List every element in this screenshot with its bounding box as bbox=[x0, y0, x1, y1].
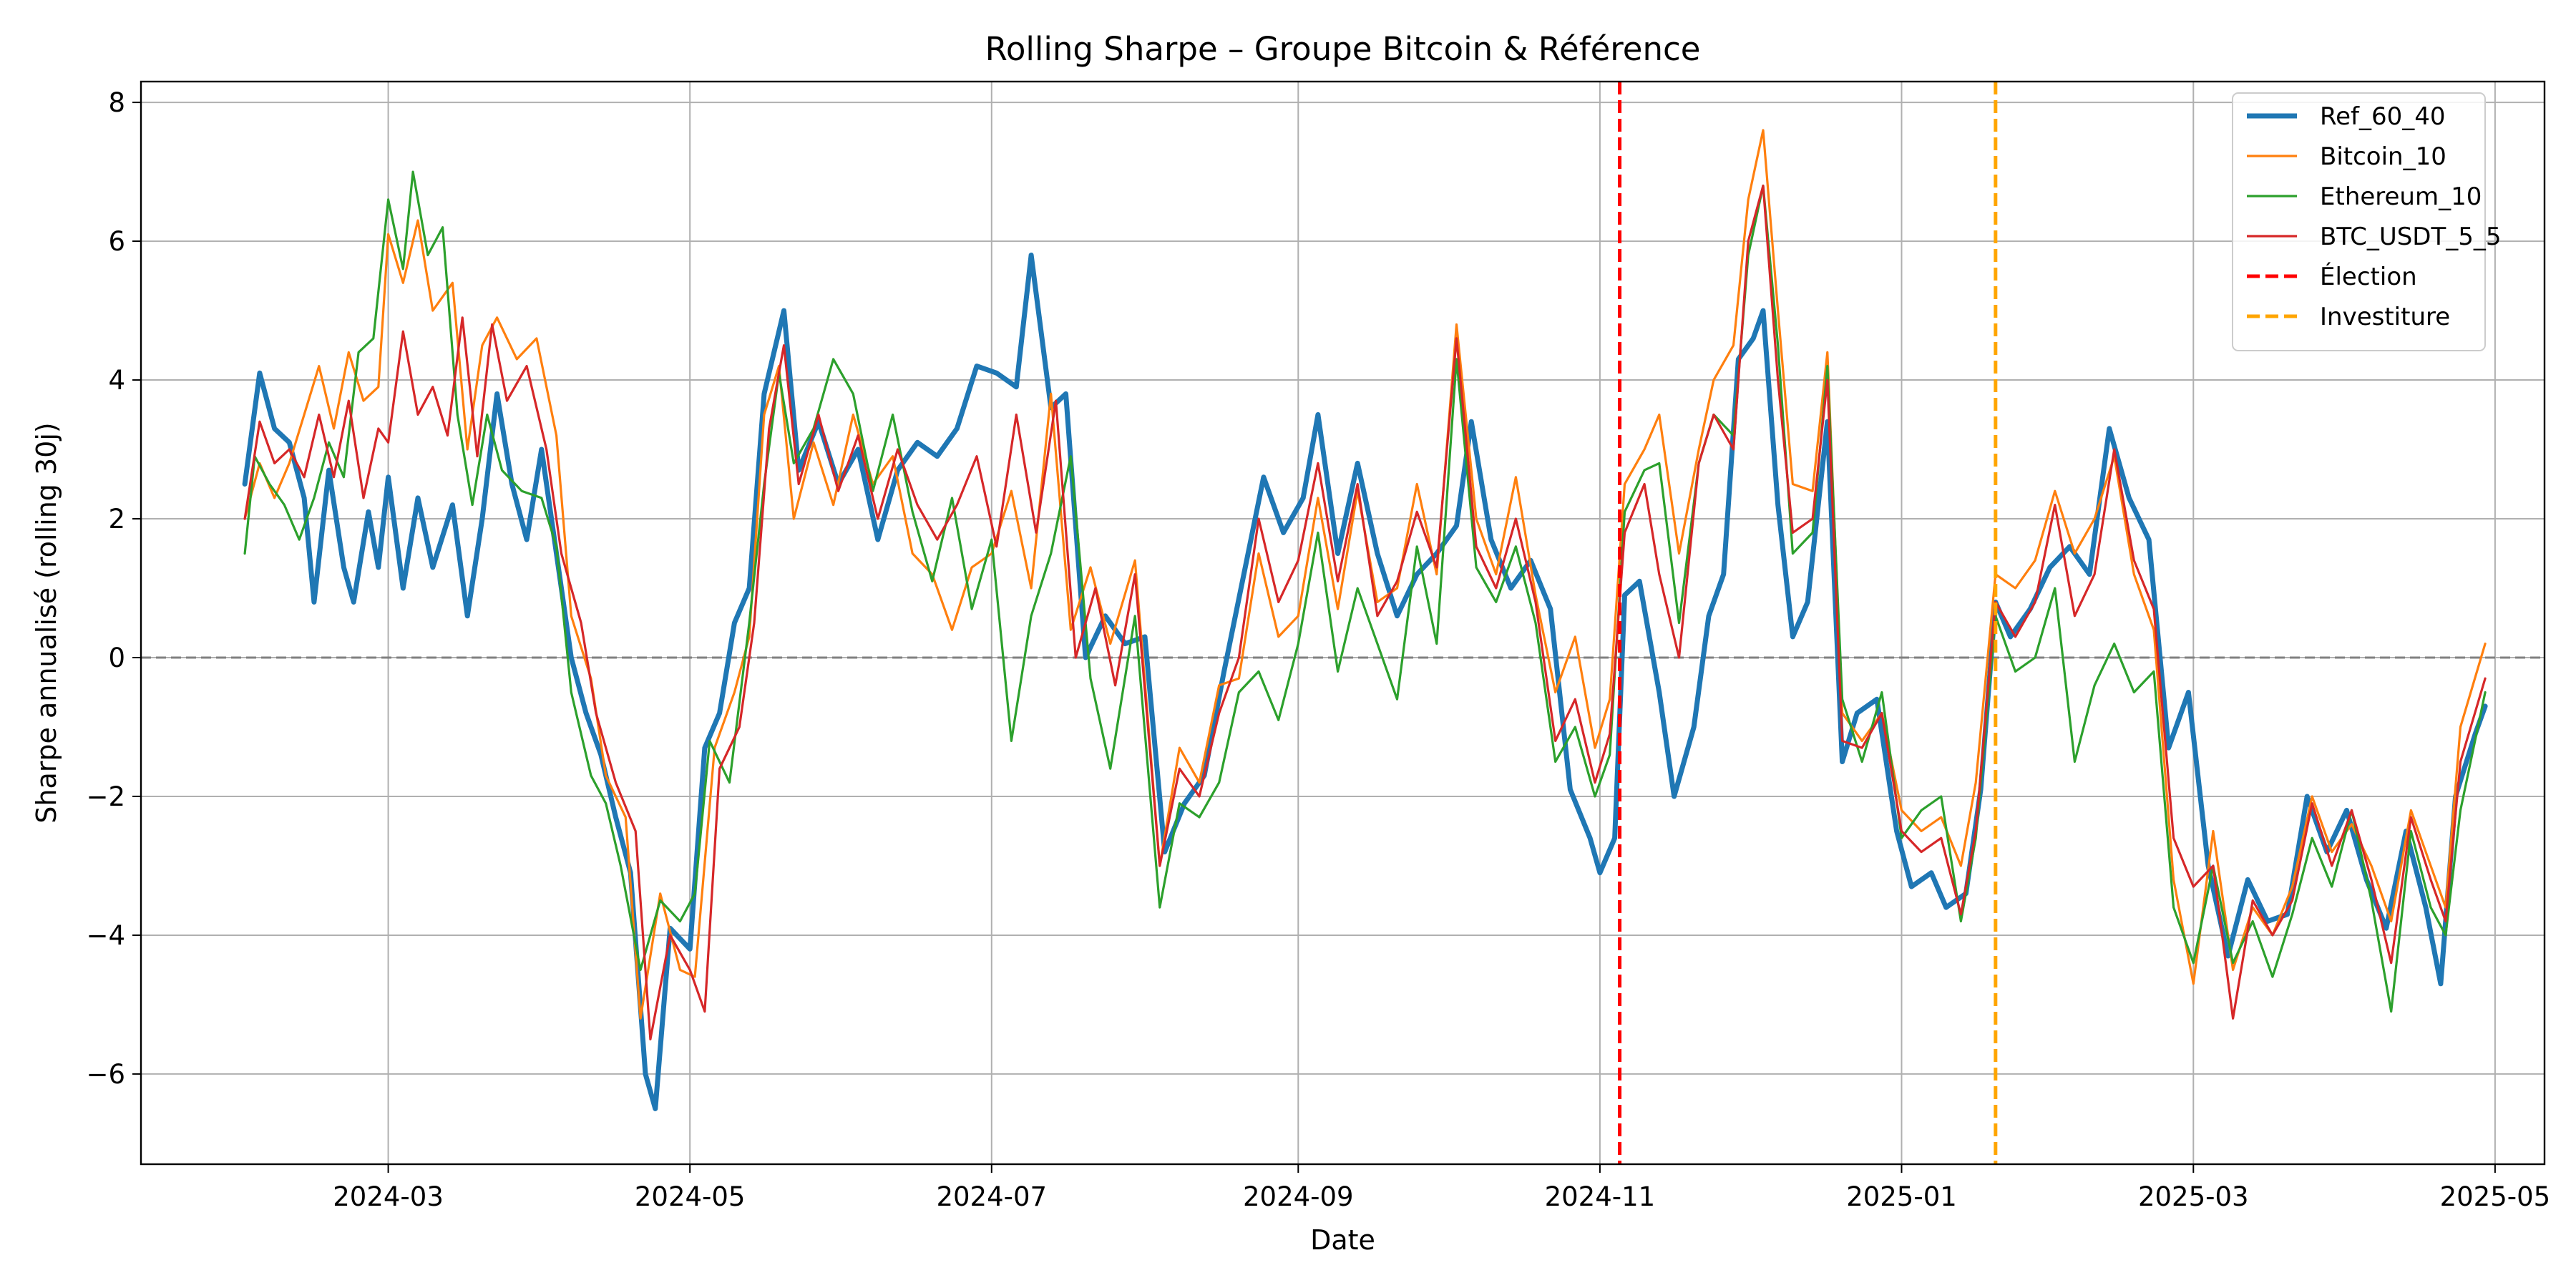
y-tick-label: 6 bbox=[108, 226, 125, 257]
y-tick-label: 4 bbox=[108, 365, 125, 396]
legend-label: Élection bbox=[2320, 262, 2417, 291]
legend-label: Ref_60_40 bbox=[2320, 102, 2446, 131]
x-tick-label: 2024-09 bbox=[1243, 1181, 1354, 1212]
series-line-ethereum-10 bbox=[243, 170, 2487, 1013]
x-tick-label: 2024-03 bbox=[333, 1181, 444, 1212]
chart-title: Rolling Sharpe – Groupe Bitcoin & Référe… bbox=[985, 30, 1701, 68]
legend-box bbox=[2232, 92, 2486, 351]
y-tick-label: 8 bbox=[108, 87, 125, 118]
axes-frame bbox=[140, 80, 2546, 1166]
y-tick-label: −4 bbox=[86, 920, 125, 951]
y-tick-label: −2 bbox=[86, 781, 125, 812]
x-tick-label: 2025-03 bbox=[2138, 1181, 2249, 1212]
y-tick-label: −6 bbox=[86, 1059, 125, 1090]
y-axis-title: Sharpe annualisé (rolling 30j) bbox=[31, 422, 62, 823]
legend-label: Investiture bbox=[2320, 303, 2450, 331]
legend: Ref_60_40 Bitcoin_10 Ethereum_10 BTC_USDT_5… bbox=[2232, 92, 2502, 351]
x-tick-label: 2024-05 bbox=[635, 1181, 746, 1212]
event-lines bbox=[1618, 82, 1998, 1164]
x-tick-label: 2025-05 bbox=[2440, 1181, 2551, 1212]
y-tick-label: 0 bbox=[108, 643, 125, 673]
x-axis-title: Date bbox=[1310, 1224, 1375, 1256]
x-axis-ticks: 2024-03 2024-05 2024-07 2024-09 2024-11 2025-… bbox=[333, 1164, 2550, 1212]
x-tick-label: 2025-01 bbox=[1846, 1181, 1957, 1212]
series-line-bitcoin-10 bbox=[243, 129, 2487, 1020]
legend-label: Bitcoin_10 bbox=[2320, 142, 2446, 171]
legend-label: Ethereum_10 bbox=[2320, 182, 2482, 211]
series-lines bbox=[242, 129, 2488, 1111]
x-tick-label: 2024-11 bbox=[1545, 1181, 1656, 1212]
x-tick-label: 2024-07 bbox=[936, 1181, 1047, 1212]
legend-label: BTC_USDT_5_5 bbox=[2320, 223, 2502, 251]
y-axis-ticks: −6 −4 −2 0 2 4 6 8 bbox=[86, 87, 141, 1090]
y-tick-label: 2 bbox=[108, 504, 125, 535]
series-line-btc-usdt-5-5 bbox=[243, 184, 2487, 1040]
